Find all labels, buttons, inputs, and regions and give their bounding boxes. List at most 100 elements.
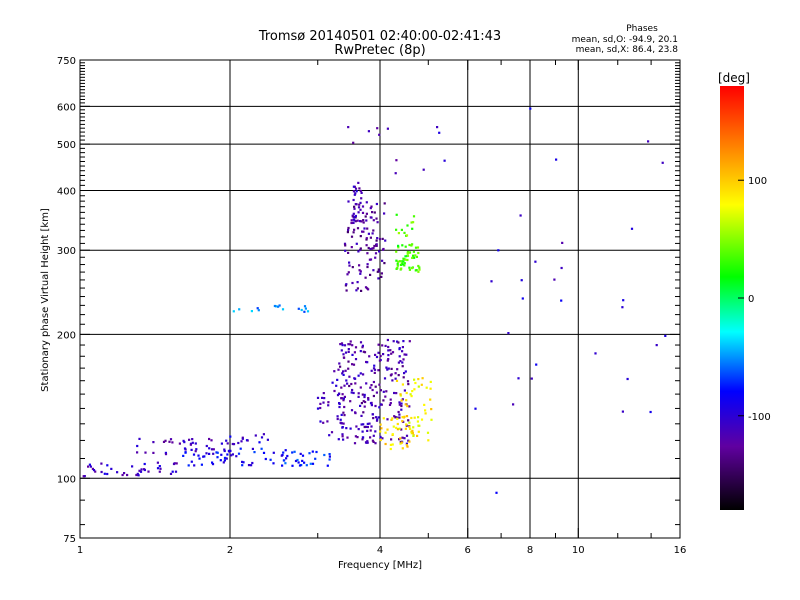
data-point — [391, 379, 394, 382]
data-point — [412, 215, 416, 218]
data-point — [397, 260, 400, 263]
data-point — [399, 442, 402, 445]
data-point — [380, 275, 383, 278]
data-point — [375, 244, 378, 247]
data-point — [398, 416, 401, 419]
data-point — [250, 464, 253, 467]
data-point — [378, 383, 381, 386]
data-point — [277, 305, 280, 308]
data-point — [284, 462, 287, 465]
data-point — [322, 401, 325, 404]
data-point — [178, 442, 181, 445]
data-point — [266, 438, 269, 441]
data-point — [381, 344, 384, 347]
data-point — [378, 250, 381, 253]
data-point — [314, 457, 317, 460]
y-axis: 75 100 200 300 400 500 600 750 — [57, 56, 680, 545]
data-point — [361, 438, 364, 441]
data-point — [223, 448, 226, 451]
data-point — [172, 462, 176, 466]
data-point — [342, 399, 345, 402]
data-point — [406, 250, 409, 254]
data-point — [408, 425, 411, 428]
data-point — [232, 310, 235, 313]
data-point — [339, 421, 342, 424]
data-point — [397, 410, 400, 414]
data-point — [421, 377, 424, 380]
data-point — [189, 443, 192, 446]
data-point — [359, 220, 362, 223]
data-point — [370, 404, 373, 407]
data-point — [376, 237, 379, 240]
data-point — [348, 384, 351, 388]
data-point — [338, 405, 341, 409]
data-point — [365, 237, 368, 240]
data-point — [375, 419, 379, 422]
data-point — [343, 384, 346, 387]
data-point — [377, 268, 380, 271]
data-point — [241, 437, 244, 440]
data-point — [262, 433, 265, 436]
data-point — [407, 419, 410, 422]
data-point — [344, 244, 347, 247]
data-point — [336, 394, 340, 397]
data-point — [361, 346, 364, 349]
data-point — [342, 411, 345, 414]
data-point — [371, 388, 374, 392]
data-point — [347, 348, 350, 351]
data-point — [182, 454, 185, 457]
data-point — [409, 393, 412, 396]
data-point — [116, 471, 119, 474]
data-point — [216, 456, 219, 459]
data-point — [373, 368, 377, 371]
data-point — [219, 459, 222, 462]
data-point — [391, 417, 394, 420]
data-point — [379, 435, 382, 438]
data-point — [344, 369, 347, 372]
data-point — [350, 235, 354, 238]
data-point — [535, 363, 538, 366]
data-point — [364, 400, 367, 404]
data-point — [346, 382, 349, 385]
data-point — [365, 441, 368, 444]
data-point — [333, 389, 336, 393]
data-point — [378, 133, 381, 136]
data-point — [405, 444, 408, 447]
data-point — [396, 340, 399, 343]
data-point — [328, 453, 331, 456]
data-point — [286, 454, 289, 458]
data-point — [323, 397, 326, 400]
data-point — [381, 259, 384, 262]
data-point — [366, 265, 369, 269]
data-point — [224, 456, 227, 460]
data-point — [655, 344, 658, 347]
data-point — [328, 455, 331, 458]
data-point — [390, 418, 393, 421]
data-point — [377, 351, 380, 354]
data-point — [406, 224, 409, 227]
data-point — [379, 403, 382, 406]
data-point — [396, 267, 399, 270]
data-point — [403, 389, 406, 392]
data-point — [352, 391, 355, 395]
data-point — [495, 491, 498, 494]
data-point — [138, 437, 141, 440]
data-point — [594, 352, 597, 355]
data-point — [403, 415, 406, 418]
data-point — [354, 435, 357, 438]
data-point — [355, 190, 358, 193]
data-point — [353, 442, 357, 445]
data-point — [359, 247, 362, 250]
data-point — [356, 227, 360, 230]
data-point — [359, 341, 363, 344]
data-point — [361, 393, 364, 396]
y-tick-label: 200 — [57, 330, 76, 341]
data-point — [394, 416, 397, 419]
data-point — [401, 416, 404, 419]
data-point — [375, 355, 379, 359]
data-point — [230, 454, 233, 457]
data-point — [171, 470, 174, 473]
data-point — [401, 447, 404, 450]
data-point — [405, 399, 408, 402]
data-point — [396, 416, 399, 419]
